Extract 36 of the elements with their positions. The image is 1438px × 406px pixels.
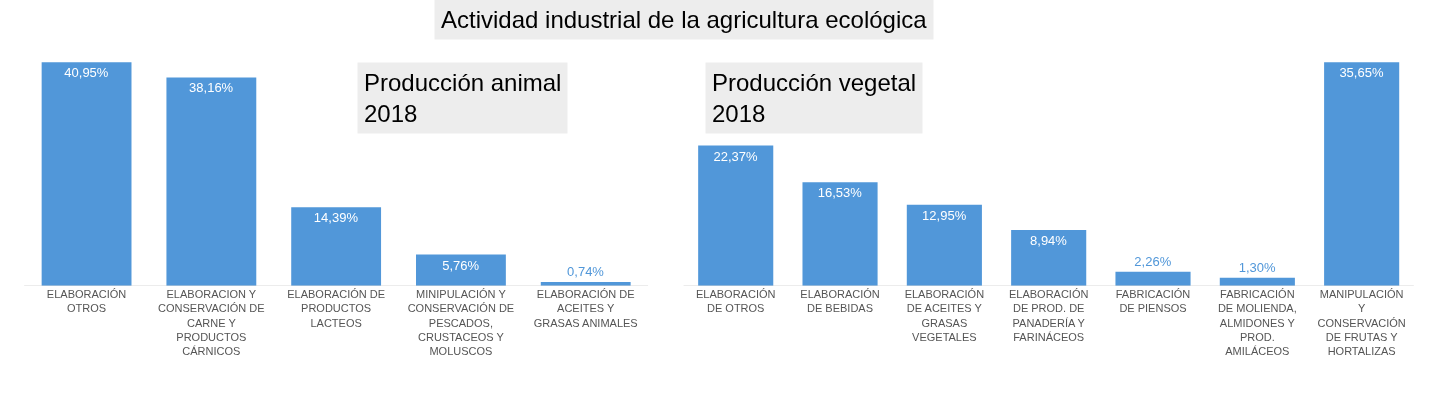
x-tick-label: ELABORACION Y CONSERVACIÓN DE CARNE Y PRODUCTOS CÁRNICOS bbox=[158, 288, 265, 358]
x-tick-label: ELABORACIÓN DE OTROS bbox=[695, 288, 776, 315]
bar bbox=[802, 182, 878, 286]
data-label: 16,53% bbox=[817, 185, 863, 201]
data-label: 5,76% bbox=[442, 257, 480, 273]
bar bbox=[906, 204, 982, 286]
x-tick-label: ELABORACIÓN DE ACEITES Y GRASAS ANIMALES bbox=[533, 288, 638, 329]
x-tick-label: ELABORACIÓN OTROS bbox=[46, 288, 127, 315]
bar bbox=[291, 207, 382, 286]
data-label: 12,95% bbox=[922, 207, 967, 223]
x-tick-label: ELABORACIÓN DE ACEITES Y GRASAS VEGETALES bbox=[904, 288, 985, 343]
x-tick-label: FABRICACIÓN DE PIENSOS bbox=[1115, 288, 1191, 315]
data-label: 35,65% bbox=[1339, 65, 1384, 81]
chart-title: Actividad industrial de la agricultura ecológica bbox=[441, 6, 928, 33]
bar bbox=[166, 77, 257, 286]
data-label: 2,26% bbox=[1134, 253, 1172, 269]
x-tick-label: FABRICACIÓN DE MOLIENDA, ALMIDONES Y PROD. AMILÁCEOS bbox=[1217, 288, 1297, 358]
x-tick-label: ELABORACIÓN DE PRODUCTOS LACTEOS bbox=[287, 288, 386, 329]
x-tick-label: MINIPULACIÓN Y CONSERVACIÓN DE PESCADOS, CRUSTACEOS Y MOLUSCOS bbox=[407, 288, 515, 358]
bar bbox=[698, 145, 774, 286]
x-tick-label: ELABORACIÓN DE PROD. DE PANADERÍA Y FARINÁCEOS bbox=[1008, 288, 1089, 343]
x-tick-label: MANIPULACIÓN Y CONSERVACIÓN DE FRUTAS Y HORTALIZAS bbox=[1317, 288, 1406, 358]
data-label: 1,30% bbox=[1238, 259, 1276, 275]
data-label: 0,74% bbox=[567, 263, 605, 279]
data-label: 8,94% bbox=[1030, 232, 1068, 248]
bar bbox=[1011, 229, 1087, 286]
data-label: 38,16% bbox=[189, 80, 234, 96]
bar bbox=[1115, 271, 1191, 286]
data-label: 40,95% bbox=[64, 65, 109, 81]
data-label: 22,37% bbox=[713, 148, 758, 164]
bar bbox=[41, 62, 132, 286]
x-tick-label: ELABORACIÓN DE BEBIDAS bbox=[800, 288, 880, 315]
bar bbox=[1324, 62, 1400, 286]
text: Producción vegetal 2018 bbox=[712, 69, 917, 128]
data-label: 14,39% bbox=[313, 210, 359, 226]
text: Producción animal 2018 bbox=[364, 69, 562, 128]
